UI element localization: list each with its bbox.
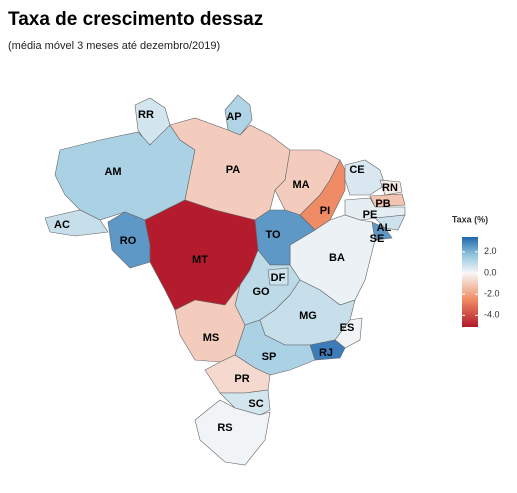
state-label: AM: [104, 166, 121, 178]
legend-title: Taxa (%): [452, 214, 488, 224]
legend-tick-label: 2.0: [484, 246, 497, 256]
state-label: AP: [226, 111, 241, 123]
state-label: SC: [248, 398, 263, 410]
state-label: SP: [262, 351, 277, 363]
state-label: PI: [320, 205, 330, 217]
state-label: MT: [192, 254, 208, 266]
state-label: MG: [299, 310, 317, 322]
legend-tick-label: -4.0: [484, 310, 500, 320]
state-region: [194, 399, 271, 466]
state-region: [374, 214, 406, 231]
state-label: RO: [120, 235, 137, 247]
state-label: TO: [265, 229, 281, 241]
state-label: RS: [217, 422, 232, 434]
map-title: Taxa de crescimento dessaz: [8, 9, 263, 30]
legend-colorbar: [462, 237, 478, 327]
legend-tick-label: -2.0: [484, 289, 500, 299]
state-region: [44, 209, 109, 237]
state-label: PB: [375, 198, 390, 210]
state-label: ES: [340, 322, 355, 334]
state-region: [174, 284, 246, 363]
map-subtitle: (média móvel 3 meses até dezembro/2019): [8, 40, 220, 52]
state-label: MA: [292, 179, 309, 191]
state-label: RJ: [319, 347, 333, 359]
state-label: PR: [234, 373, 249, 385]
legend-tick-label: 0.0: [484, 267, 497, 277]
states-layer: [44, 94, 406, 466]
state-label: AL: [377, 222, 392, 234]
state-label: PA: [226, 164, 241, 176]
state-region: [267, 267, 289, 286]
state-region: [379, 179, 403, 196]
state-label: RR: [138, 109, 154, 121]
state-label: BA: [329, 252, 345, 264]
state-label: SE: [370, 233, 385, 245]
state-label: AC: [54, 219, 70, 231]
state-label: CE: [349, 164, 364, 176]
state-label: DF: [271, 272, 286, 284]
state-label: RN: [382, 182, 398, 194]
state-region: [369, 193, 406, 208]
state-label: PE: [363, 209, 378, 221]
state-region: [334, 317, 363, 349]
state-label: MS: [203, 332, 220, 344]
state-region: [344, 159, 386, 196]
state-label: GO: [252, 286, 270, 298]
